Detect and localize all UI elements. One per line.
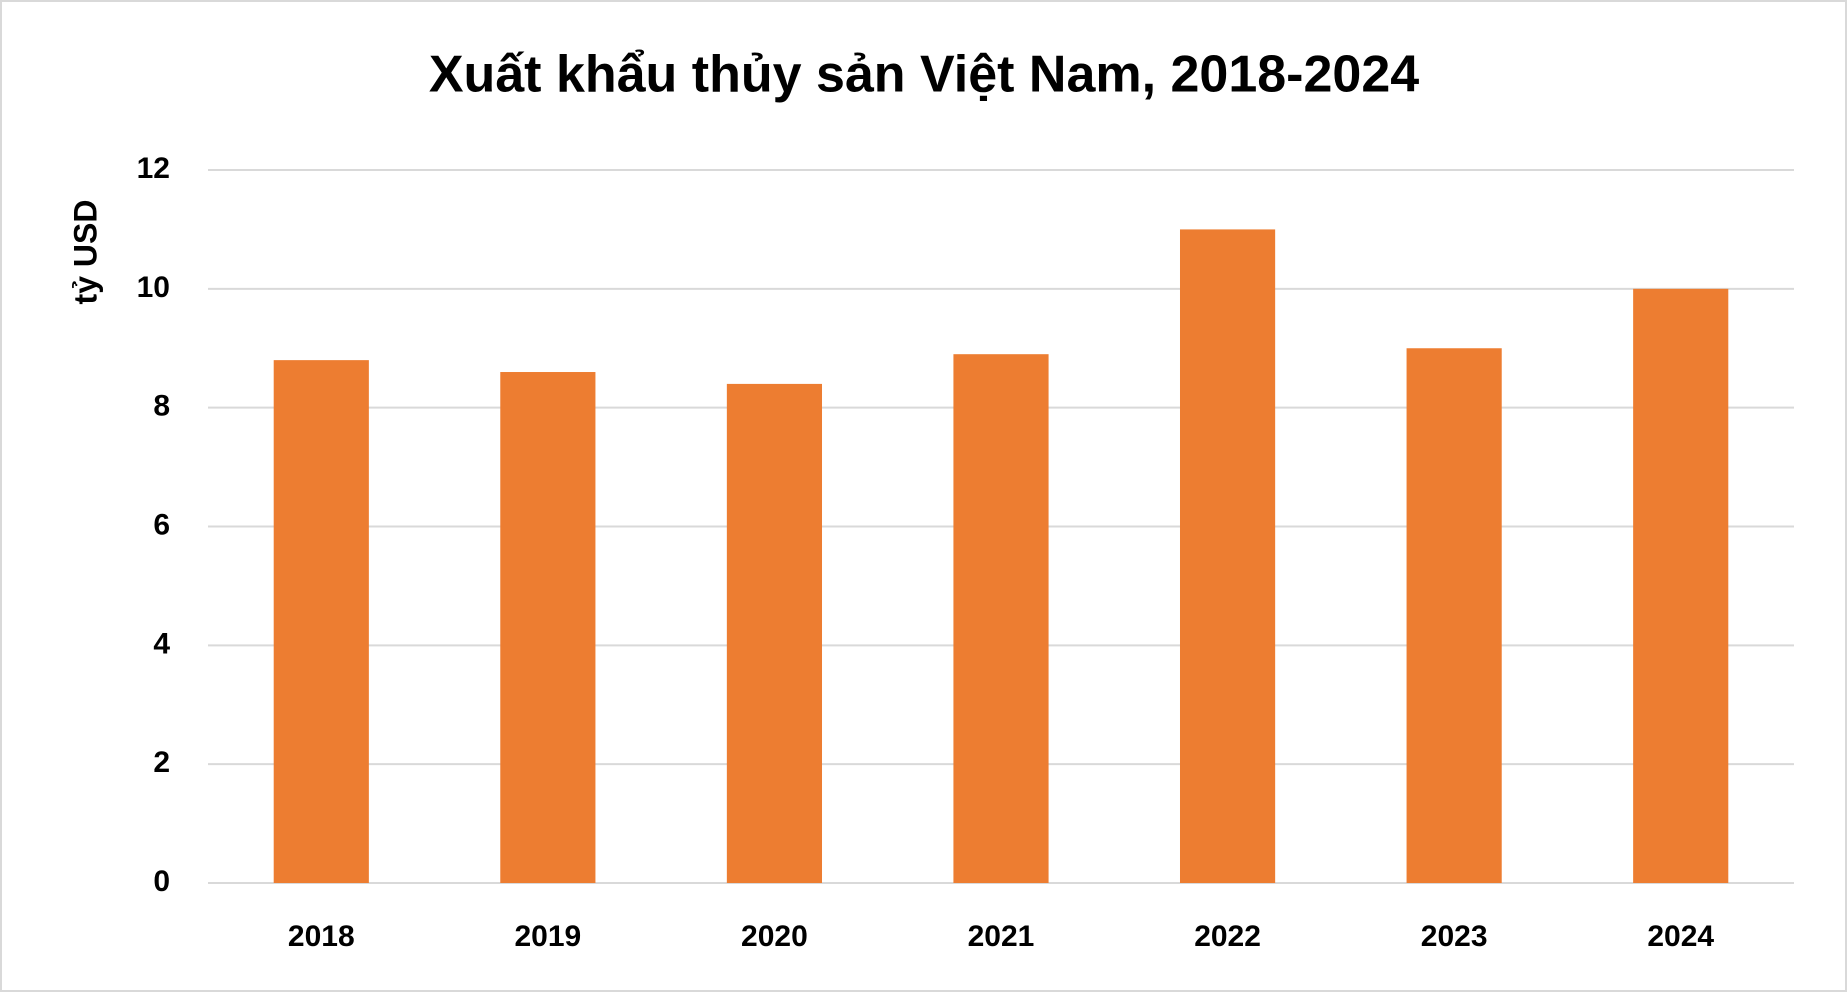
x-tick-label: 2024 — [1647, 920, 1714, 953]
y-tick-label: 0 — [153, 865, 170, 898]
y-tick-label: 2 — [153, 746, 170, 779]
y-tick-label: 12 — [137, 152, 170, 185]
x-tick-label: 2023 — [1421, 920, 1488, 953]
y-tick-label: 6 — [153, 508, 170, 541]
bar — [1633, 288, 1729, 883]
bar — [1179, 229, 1276, 883]
y-tick-label: 8 — [153, 390, 170, 423]
x-tick-label: 2018 — [288, 920, 355, 953]
bar — [953, 354, 1049, 884]
bar — [500, 372, 596, 883]
x-tick-label: 2022 — [1194, 920, 1261, 953]
bar — [1406, 348, 1502, 883]
x-tick-label: 2021 — [968, 920, 1035, 953]
y-axis-label: tỷ USD — [67, 200, 103, 305]
x-tick-label: 2019 — [514, 920, 581, 953]
bar — [273, 360, 369, 884]
chart-title: Xuất khẩu thủy sản Việt Nam, 2018-2024 — [429, 46, 1419, 104]
x-tick-label: 2020 — [741, 920, 808, 953]
y-tick-label: 10 — [137, 271, 170, 304]
y-tick-label: 4 — [153, 627, 170, 660]
bar — [726, 383, 823, 883]
